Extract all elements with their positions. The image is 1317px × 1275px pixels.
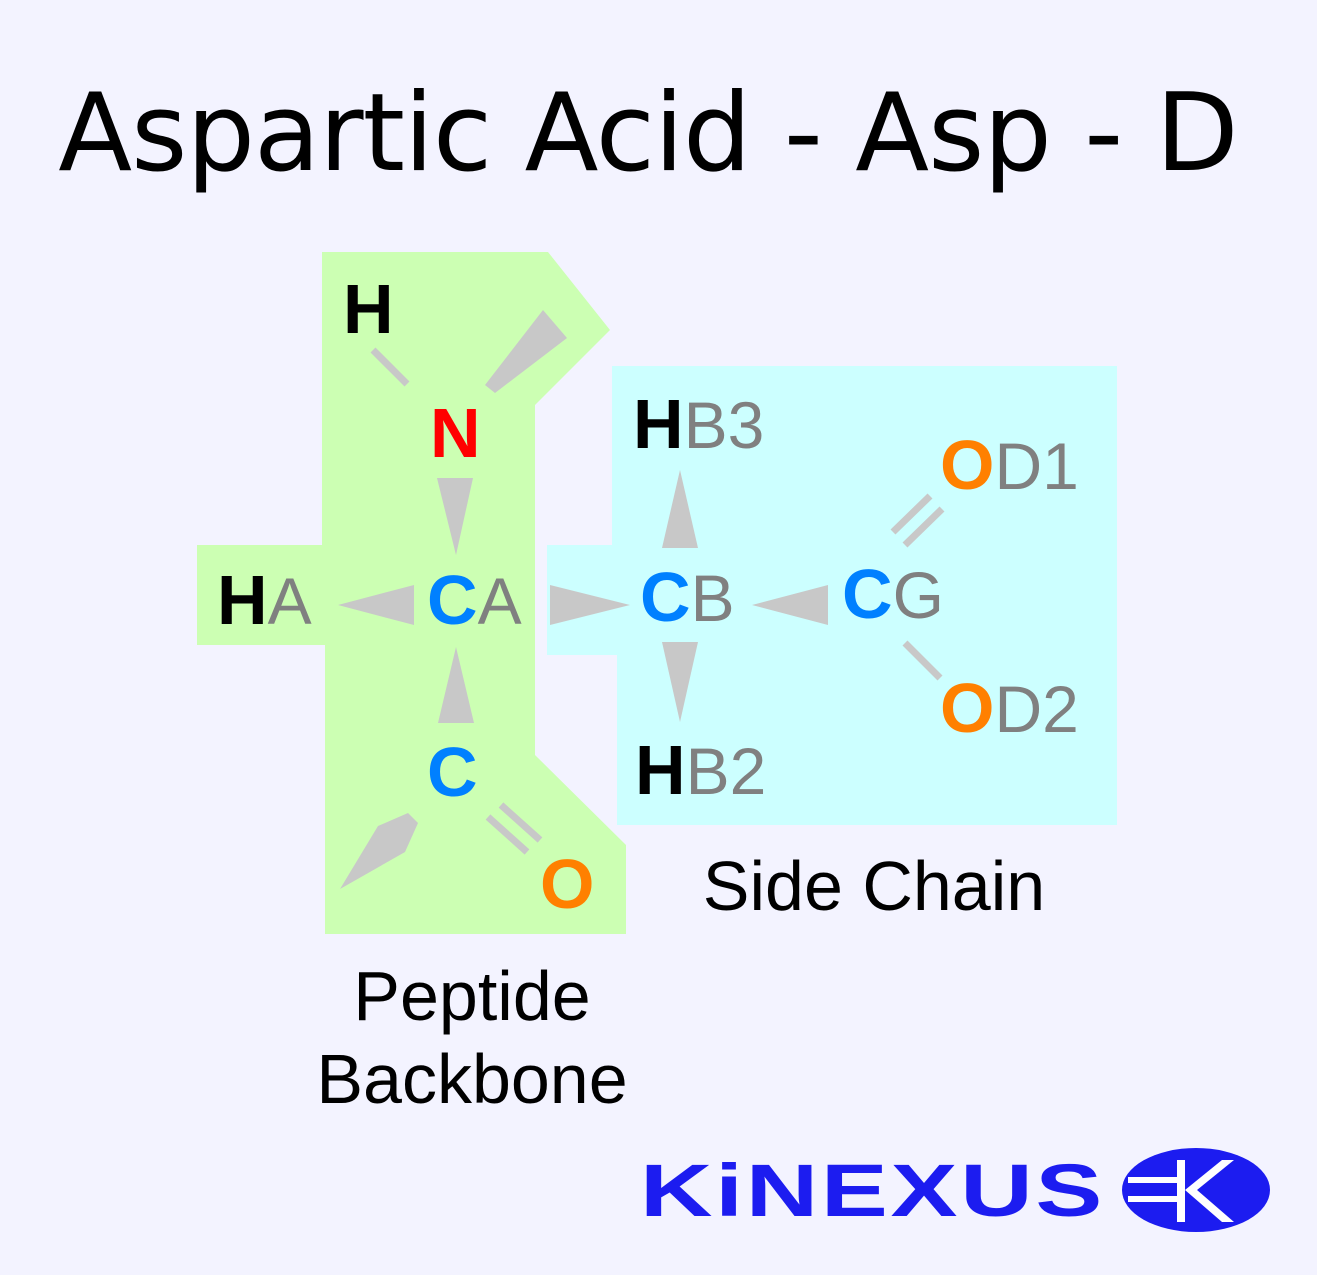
bond-cb-hb2-wedge [662,642,698,722]
atom-n: N [430,394,481,472]
bond-n-ca-wedge [437,478,473,555]
atom-c: C [427,733,478,811]
bond-cg-od1-double-1 [890,493,933,535]
bond-cg-cb-wedge [752,585,828,625]
bond-c-next-wedge [340,813,418,889]
bond-c-ca-wedge [438,647,474,723]
peptide-label-line1: Peptide [353,957,590,1035]
kinexus-logo: KiNEXUS [640,1148,1270,1232]
atom-o: O [540,845,594,923]
bond-c-o-double-2 [498,802,543,843]
atom-cb: CB [640,558,735,636]
side-chain-label: Side Chain [703,847,1045,925]
bond-ca-cb-wedge [550,585,630,625]
bond-n-prev-wedge [485,310,567,393]
sidechain-region [547,366,1117,825]
kinexus-k-logo-icon [1122,1148,1270,1232]
bond-cb-hb3-wedge [662,470,698,548]
bond-cg-od2 [902,640,943,681]
logo-text: KiNEXUS [640,1149,1105,1232]
bond-c-o-double-1 [485,814,530,855]
atom-h-amine: H [343,270,394,348]
atom-od2: OD2 [940,669,1079,747]
atom-ca: CA [427,561,522,639]
atom-hb3: HB3 [633,385,764,463]
bond-cg-od1-double-2 [902,506,945,548]
peptide-label-line2: Backbone [316,1040,627,1118]
atom-od1: OD1 [940,426,1079,504]
bond-h-n [370,347,410,387]
page-title: Aspartic Acid - Asp - D [58,71,1237,196]
atom-hb2: HB2 [635,731,766,809]
atom-ha: HA [217,561,312,639]
atom-cg: CG [842,555,944,633]
bonds [338,310,945,889]
bond-ca-ha-wedge [338,585,414,625]
